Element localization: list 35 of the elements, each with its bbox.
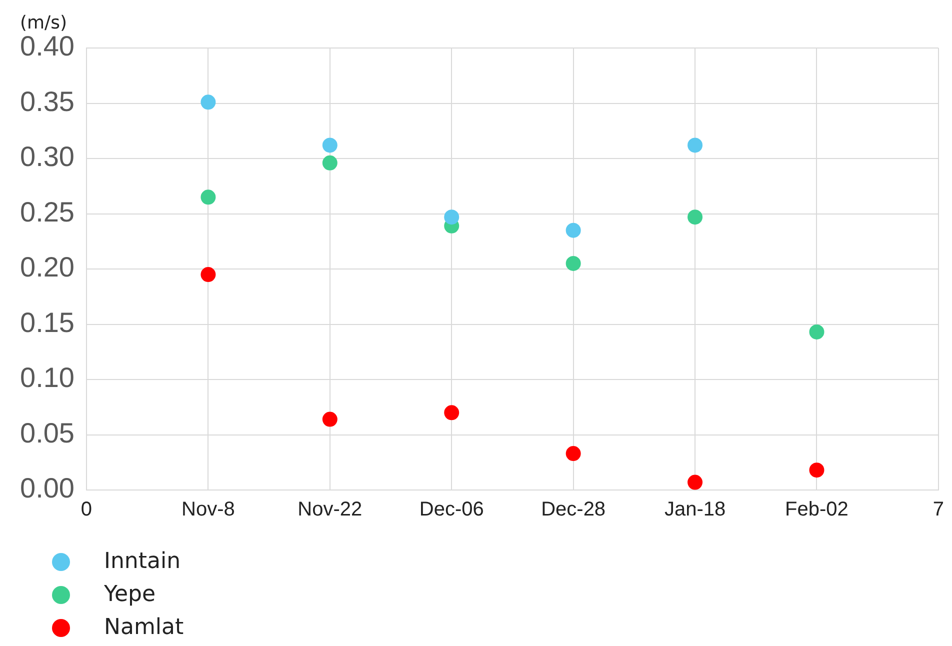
point xyxy=(809,462,824,478)
point xyxy=(200,267,216,282)
x-tick-label: 7 xyxy=(932,498,944,521)
y-tick-label: 0.15 xyxy=(20,306,74,338)
y-tick-label: 0.00 xyxy=(20,472,74,504)
x-tick-label: Jan-18 xyxy=(664,498,726,521)
x-tick-label: Feb-02 xyxy=(785,498,848,521)
point xyxy=(809,324,824,340)
y-tick-label: 0.35 xyxy=(20,86,74,117)
point xyxy=(566,446,581,462)
x-tick-label: Dec-28 xyxy=(541,498,606,521)
y-tick-label: 0.05 xyxy=(20,417,74,448)
x-tick-label: 0 xyxy=(80,498,92,521)
point xyxy=(566,222,581,238)
legend-label: Namlat xyxy=(104,615,184,640)
x-tick-label: Dec-06 xyxy=(419,498,484,521)
point xyxy=(322,138,338,153)
point xyxy=(688,138,703,153)
y-tick-label: 0.10 xyxy=(20,362,74,394)
point xyxy=(200,190,216,205)
point xyxy=(322,412,338,427)
y-tick-label: 0.30 xyxy=(20,141,74,172)
point xyxy=(688,474,703,490)
point xyxy=(688,210,703,225)
point xyxy=(444,210,460,225)
point xyxy=(566,256,581,271)
y-tick-label: 0.20 xyxy=(20,252,74,283)
y-tick-label: 0.25 xyxy=(20,196,74,228)
point xyxy=(444,405,460,420)
legend-label: Inntain xyxy=(104,549,181,574)
point xyxy=(200,94,216,110)
legend-label: Yepe xyxy=(104,582,156,607)
x-tick-label: Nov-22 xyxy=(298,498,362,521)
x-tick-label: Nov-8 xyxy=(182,498,235,521)
point xyxy=(322,155,338,170)
